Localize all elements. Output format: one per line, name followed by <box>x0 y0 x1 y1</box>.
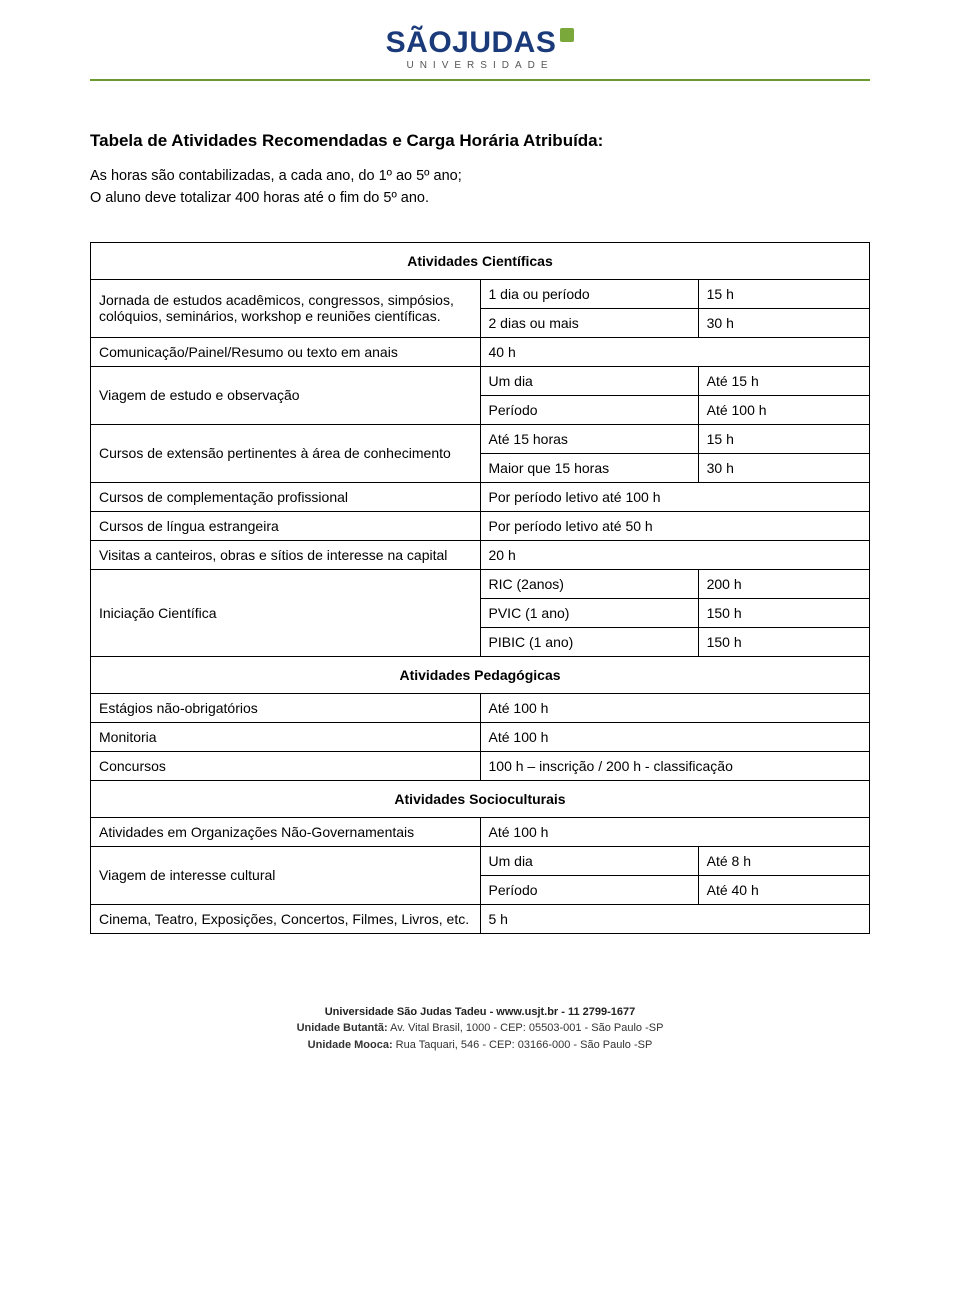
logo-main: SÃOJUDAS <box>386 28 575 58</box>
section-row-pedagogicas: Atividades Pedagógicas <box>91 656 870 693</box>
cell-label: Cinema, Teatro, Exposições, Concertos, F… <box>91 904 481 933</box>
cell-value: RIC (2anos) <box>480 569 698 598</box>
section-header-cientificas: Atividades Científicas <box>91 242 870 279</box>
cell-value: Até 15 h <box>698 366 869 395</box>
cell-label: Jornada de estudos acadêmicos, congresso… <box>91 279 481 337</box>
table-row: Cursos de complementação profissional Po… <box>91 482 870 511</box>
intro-line2: O aluno deve totalizar 400 horas até o f… <box>90 190 429 206</box>
cell-value: Por período letivo até 100 h <box>480 482 870 511</box>
cell-value: Um dia <box>480 846 698 875</box>
table-row: Cursos de língua estrangeira Por período… <box>91 511 870 540</box>
cell-value: Período <box>480 395 698 424</box>
cell-label: Comunicação/Painel/Resumo ou texto em an… <box>91 337 481 366</box>
cell-value: 30 h <box>698 308 869 337</box>
cell-value: Até 8 h <box>698 846 869 875</box>
section-header-socioculturais: Atividades Socioculturais <box>91 780 870 817</box>
cell-label: Iniciação Científica <box>91 569 481 656</box>
page-title: Tabela de Atividades Recomendadas e Carg… <box>90 131 870 151</box>
table-row: Concursos 100 h – inscrição / 200 h - cl… <box>91 751 870 780</box>
cell-label: Cursos de complementação profissional <box>91 482 481 511</box>
cell-value: Até 100 h <box>480 722 870 751</box>
table-row: Visitas a canteiros, obras e sítios de i… <box>91 540 870 569</box>
cell-label: Concursos <box>91 751 481 780</box>
cell-value: 2 dias ou mais <box>480 308 698 337</box>
table-row: Estágios não-obrigatórios Até 100 h <box>91 693 870 722</box>
intro-line1: As horas são contabilizadas, a cada ano,… <box>90 168 462 184</box>
cell-value: Maior que 15 horas <box>480 453 698 482</box>
cell-value: PVIC (1 ano) <box>480 598 698 627</box>
cell-label: Estágios não-obrigatórios <box>91 693 481 722</box>
footer-line1: Universidade São Judas Tadeu - www.usjt.… <box>90 1004 870 1021</box>
table-row: Viagem de estudo e observação Um dia Até… <box>91 366 870 395</box>
cell-label: Viagem de estudo e observação <box>91 366 481 424</box>
cell-label: Viagem de interesse cultural <box>91 846 481 904</box>
cell-value: PIBIC (1 ano) <box>480 627 698 656</box>
footer-line2: Unidade Butantã: Av. Vital Brasil, 1000 … <box>90 1020 870 1037</box>
cell-value: 20 h <box>480 540 870 569</box>
logo-accent-icon <box>560 28 574 42</box>
document-page: SÃOJUDAS UNIVERSIDADE Tabela de Atividad… <box>0 0 960 1113</box>
cell-label: Cursos de extensão pertinentes à área de… <box>91 424 481 482</box>
table-row: Cursos de extensão pertinentes à área de… <box>91 424 870 453</box>
cell-value: 1 dia ou período <box>480 279 698 308</box>
cell-value: Período <box>480 875 698 904</box>
cell-value: 100 h – inscrição / 200 h - classificaçã… <box>480 751 870 780</box>
table-row: Jornada de estudos acadêmicos, congresso… <box>91 279 870 308</box>
cell-label: Atividades em Organizações Não-Govername… <box>91 817 481 846</box>
table-row: Atividades em Organizações Não-Govername… <box>91 817 870 846</box>
cell-value: 15 h <box>698 279 869 308</box>
cell-value: 150 h <box>698 627 869 656</box>
table-row: Comunicação/Painel/Resumo ou texto em an… <box>91 337 870 366</box>
cell-label: Visitas a canteiros, obras e sítios de i… <box>91 540 481 569</box>
section-row-socioculturais: Atividades Socioculturais <box>91 780 870 817</box>
cell-value: Um dia <box>480 366 698 395</box>
cell-value: Até 15 horas <box>480 424 698 453</box>
cell-label: Monitoria <box>91 722 481 751</box>
divider-line <box>90 79 870 81</box>
logo-main-text: SÃOJUDAS <box>386 26 557 59</box>
cell-value: 5 h <box>480 904 870 933</box>
cell-value: 40 h <box>480 337 870 366</box>
cell-value: 150 h <box>698 598 869 627</box>
cell-value: Até 100 h <box>480 817 870 846</box>
cell-value: Por período letivo até 50 h <box>480 511 870 540</box>
activities-table: Atividades Científicas Jornada de estudo… <box>90 242 870 934</box>
table-row: Monitoria Até 100 h <box>91 722 870 751</box>
section-header-pedagogicas: Atividades Pedagógicas <box>91 656 870 693</box>
cell-value: 200 h <box>698 569 869 598</box>
table-row: Iniciação Científica RIC (2anos) 200 h <box>91 569 870 598</box>
cell-value: 15 h <box>698 424 869 453</box>
cell-label: Cursos de língua estrangeira <box>91 511 481 540</box>
cell-value: Até 40 h <box>698 875 869 904</box>
table-row: Cinema, Teatro, Exposições, Concertos, F… <box>91 904 870 933</box>
footer-line3: Unidade Mooca: Rua Taquari, 546 - CEP: 0… <box>90 1037 870 1054</box>
intro-text: As horas são contabilizadas, a cada ano,… <box>90 165 870 210</box>
section-row-cientificas: Atividades Científicas <box>91 242 870 279</box>
logo-block: SÃOJUDAS UNIVERSIDADE <box>90 28 870 73</box>
table-row: Viagem de interesse cultural Um dia Até … <box>91 846 870 875</box>
cell-value: Até 100 h <box>480 693 870 722</box>
cell-value: 30 h <box>698 453 869 482</box>
logo-sub: UNIVERSIDADE <box>386 60 575 71</box>
cell-value: Até 100 h <box>698 395 869 424</box>
footer-block: Universidade São Judas Tadeu - www.usjt.… <box>90 1004 870 1054</box>
